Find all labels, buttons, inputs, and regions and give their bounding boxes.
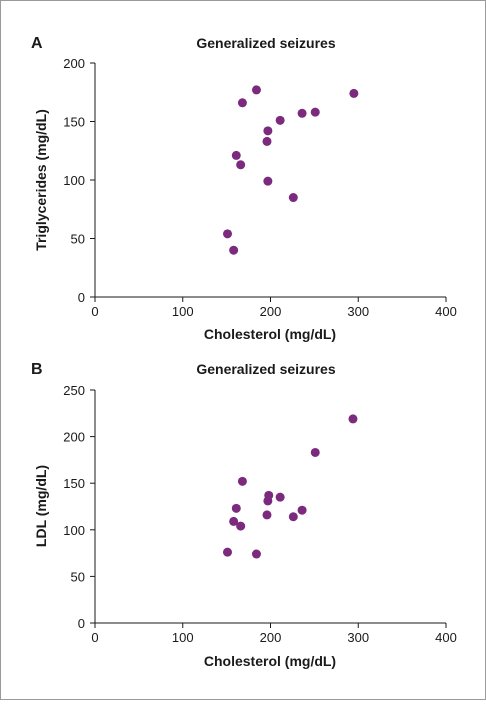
panel-b-x-tick-label: 100 <box>172 630 194 645</box>
panel-b-y-axis-label: LDL (mg/dL) <box>33 465 49 547</box>
panel-a-x-tick-label: 100 <box>172 304 194 319</box>
panel-b-y-tick-label: 200 <box>63 430 85 445</box>
panel-a-data-point <box>229 245 239 255</box>
panel-b-data-point <box>310 447 320 457</box>
panel-b-data-point <box>297 505 307 515</box>
panel-a-data-point <box>297 108 307 118</box>
panel-a-data-point <box>263 126 273 136</box>
panel-a-y-axis-label: Triglycerides (mg/dL) <box>33 109 49 251</box>
panel-b-y-tick-label: 50 <box>71 569 85 584</box>
panel-a-y-tick-label: 0 <box>78 290 85 305</box>
panel-b-y-tick-label: 150 <box>63 476 85 491</box>
panel-b: B Generalized seizures 0 100 200 300 400 0 50 1… <box>31 361 457 669</box>
panel-b-y-tick-label: 100 <box>63 523 85 538</box>
panel-b-letter: B <box>31 361 43 378</box>
panel-a-data-point <box>236 160 246 170</box>
panel-a-data-point <box>275 115 285 125</box>
panel-a-data-point <box>310 107 320 117</box>
panel-a-data-point <box>237 98 247 108</box>
panel-b-y-tick-label: 0 <box>78 616 85 631</box>
panel-a-data-point <box>231 150 241 160</box>
panel-b-x-tick-label: 0 <box>91 630 98 645</box>
panel-b-data-point <box>288 512 298 522</box>
panel-a-title: Generalized seizures <box>196 35 336 51</box>
panel-b-data-point <box>237 476 247 486</box>
panel-a-x-tick-label: 200 <box>260 304 282 319</box>
panel-b-data-point <box>223 547 233 557</box>
panel-a-x-tick-label: 300 <box>347 304 369 319</box>
panel-b-data-point <box>262 510 272 520</box>
panel-b-x-tick-label: 200 <box>260 630 282 645</box>
panel-a-data-point <box>251 85 261 95</box>
panel-a-y-tick-label: 50 <box>71 232 85 247</box>
panel-b-data-point <box>264 490 274 500</box>
panel-b-title: Generalized seizures <box>196 361 336 377</box>
panel-b-y-tick-label: 250 <box>63 383 85 398</box>
panel-a-data-point <box>349 88 359 98</box>
panel-b-data-point <box>251 549 261 559</box>
panel-a-letter: A <box>31 35 43 52</box>
panel-a-data-point <box>262 136 272 146</box>
panel-a-x-axis-label: Cholesterol (mg/dL) <box>204 326 336 342</box>
panel-a-y-tick-label: 150 <box>63 115 85 130</box>
panel-b-data-point <box>275 492 285 502</box>
panel-a-data-point <box>223 229 233 239</box>
panel-b-data-point <box>236 521 246 531</box>
panel-a-x-tick-label: 0 <box>91 304 98 319</box>
panel-a-y-tick-label: 200 <box>63 56 85 71</box>
panel-b-x-tick-label: 300 <box>347 630 369 645</box>
panel-a: A Generalized seizures 0 100 200 300 400 0 50 1… <box>31 35 457 342</box>
panel-b-data-point <box>231 503 241 513</box>
panel-a-data-point <box>263 176 273 186</box>
panel-a-y-tick-label: 100 <box>63 173 85 188</box>
panel-a-data-point <box>288 193 298 203</box>
panel-b-x-axis-label: Cholesterol (mg/dL) <box>204 653 336 669</box>
panel-b-x-tick-label: 400 <box>435 630 457 645</box>
panel-b-data-point <box>229 516 239 526</box>
panel-b-data-point <box>348 414 358 424</box>
panel-a-x-tick-label: 400 <box>435 304 457 319</box>
